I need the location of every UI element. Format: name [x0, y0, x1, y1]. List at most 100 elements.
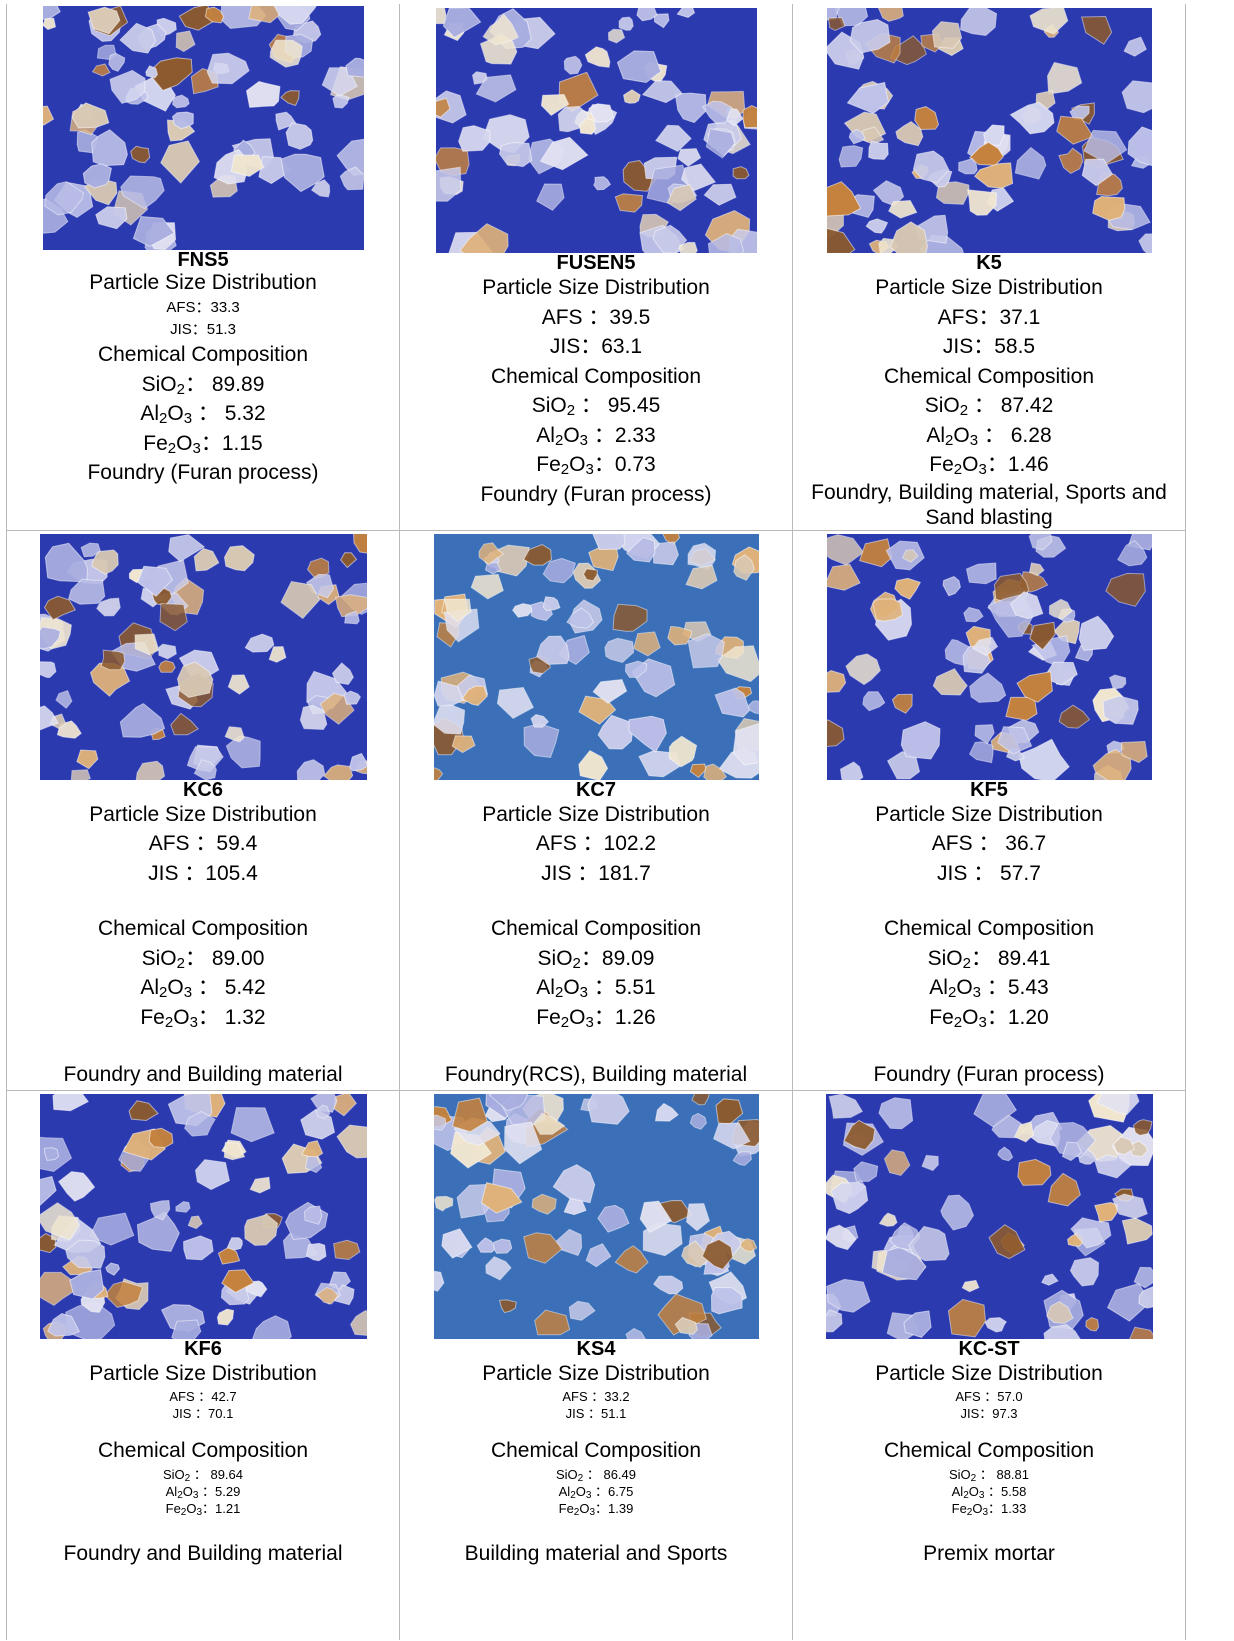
fe2o3-line: Fe2O3：1.20 [929, 1005, 1049, 1031]
product-cell-kf6: KF6 Particle Size Distribution AFS ：42.7… [6, 1089, 400, 1640]
use-text: Building material and Sports [464, 1541, 728, 1565]
al2o3-formula: Al2O3 [951, 1483, 985, 1501]
product-cell-kc7: KC7 Particle Size Distribution AFS ：102.… [399, 529, 793, 1091]
spacer [7, 1032, 399, 1060]
jis-value: JIS ：70.1 [172, 1406, 234, 1421]
use-text: Foundry and Building material [63, 1063, 343, 1086]
sio2-line: SiO2： 89.89 [141, 372, 265, 398]
use-text: Foundry(RCS), Building material [444, 1063, 748, 1086]
fe2o3-line: Fe2O3：1.21 [165, 1500, 241, 1518]
sio2-line: SiO2：89.09 [537, 946, 655, 972]
sio2-line: SiO2 ： 88.81 [949, 1466, 1029, 1484]
al2o3-formula: Al2O3 [140, 976, 193, 1001]
sio2-formula: SiO2 [949, 1466, 977, 1484]
al2o3-line: Al2O3 ：5.43 [929, 976, 1049, 1001]
afs-value: AFS ：42.7 [169, 1389, 237, 1404]
product-cell-kf5: KF5 Particle Size Distribution AFS ： 36.… [792, 529, 1186, 1091]
product-cell-fns5: FNS5 Particle Size Distribution AFS：33.3… [6, 4, 400, 531]
spacer [793, 888, 1185, 914]
psd-heading: Particle Size Distribution [482, 802, 710, 826]
al2o3-formula: Al2O3 [165, 1483, 199, 1501]
sio2-formula: SiO2 [537, 946, 581, 972]
spacer [400, 1032, 792, 1060]
al2o3-formula: Al2O3 [536, 976, 588, 1001]
sand-photo-kf6 [39, 1093, 367, 1339]
afs-value: AFS ：33.2 [562, 1389, 630, 1404]
fe2o3-formula: Fe2O3 [929, 453, 987, 478]
fe2o3-formula: Fe2O3 [558, 1500, 596, 1518]
spacer [400, 1422, 792, 1436]
chem-heading: Chemical Composition [97, 343, 309, 366]
chem-heading: Chemical Composition [490, 917, 702, 940]
al2o3-line: Al2O3 ：2.33 [536, 423, 656, 449]
product-name: KC-ST [958, 1337, 1020, 1360]
afs-value: AFS ： 36.7 [931, 832, 1047, 855]
spacer [400, 888, 792, 914]
chem-heading: Chemical Composition [490, 364, 702, 388]
use-text: Foundry (Furan process) [480, 482, 712, 506]
product-name: KF5 [970, 778, 1008, 801]
fe2o3-line: Fe2O3：1.33 [951, 1500, 1027, 1518]
jis-value: JIS ：51.1 [565, 1406, 627, 1421]
sio2-line: SiO2 ： 95.45 [531, 394, 661, 419]
product-name: KS4 [576, 1337, 616, 1360]
al2o3-line: Al2O3 ：5.29 [165, 1483, 241, 1501]
al2o3-formula: Al2O3 [929, 976, 981, 1001]
fe2o3-line: Fe2O3： 1.32 [140, 1005, 266, 1031]
jis-value: JIS：51.3 [170, 321, 236, 338]
product-name: FUSEN5 [556, 252, 636, 274]
use-text: Foundry (Furan process) [87, 461, 319, 484]
fe2o3-line: Fe2O3：1.15 [143, 431, 263, 457]
chem-heading: Chemical Composition [883, 1439, 1095, 1462]
spacer [793, 1517, 1185, 1539]
psd-heading: Particle Size Distribution [89, 1361, 317, 1385]
spacer [793, 1422, 1185, 1436]
sio2-formula: SiO2 [531, 394, 576, 419]
afs-value: AFS ：59.4 [148, 832, 258, 855]
al2o3-line: Al2O3 ：5.51 [536, 976, 656, 1001]
product-name: KF6 [184, 1337, 222, 1360]
product-cell-kc6: KC6 Particle Size Distribution AFS ：59.4… [6, 529, 400, 1091]
psd-heading: Particle Size Distribution [875, 1361, 1103, 1385]
psd-heading: Particle Size Distribution [89, 271, 317, 294]
sand-photo-ks4 [433, 1093, 759, 1339]
sand-photo-kc-st [825, 1093, 1153, 1339]
product-name: K5 [976, 252, 1002, 274]
sand-photo-k5 [826, 8, 1152, 253]
jis-value: JIS ： 57.7 [937, 861, 1041, 885]
fe2o3-line: Fe2O3：1.39 [558, 1500, 634, 1518]
spacer [400, 1517, 792, 1539]
sio2-formula: SiO2 [141, 946, 185, 972]
spacer [793, 1032, 1185, 1060]
psd-heading: Particle Size Distribution [875, 802, 1103, 826]
afs-value: AFS：33.3 [166, 299, 240, 316]
al2o3-line: Al2O3 ：6.75 [558, 1483, 634, 1501]
al2o3-formula: Al2O3 [926, 423, 979, 449]
fe2o3-line: Fe2O3：1.26 [536, 1005, 656, 1031]
fe2o3-formula: Fe2O3 [951, 1500, 989, 1518]
chem-heading: Chemical Composition [97, 917, 309, 940]
product-cell-kc-st: KC-ST Particle Size Distribution AFS ：57… [792, 1089, 1186, 1640]
spacer [7, 1422, 399, 1436]
sio2-line: SiO2： 89.00 [141, 946, 265, 972]
sand-photo-fusen5 [435, 8, 757, 253]
jis-value: JIS：97.3 [960, 1406, 1018, 1421]
spacer [7, 1517, 399, 1539]
afs-value: AFS ：57.0 [955, 1389, 1023, 1404]
psd-heading: Particle Size Distribution [482, 1361, 710, 1385]
product-name: FNS5 [177, 249, 229, 271]
al2o3-line: Al2O3 ： 5.32 [140, 402, 266, 427]
jis-value: JIS：58.5 [942, 335, 1036, 358]
psd-heading: Particle Size Distribution [875, 276, 1103, 299]
product-cell-k5: K5 Particle Size Distribution AFS：37.1 J… [792, 4, 1186, 531]
spacer [7, 888, 399, 914]
product-grid: FNS5 Particle Size Distribution AFS：33.3… [6, 4, 1186, 1640]
al2o3-line: Al2O3 ： 6.28 [926, 423, 1052, 449]
sio2-formula: SiO2 [924, 394, 969, 419]
sand-photo-kc6 [39, 533, 367, 780]
fe2o3-line: Fe2O3：0.73 [536, 453, 656, 478]
jis-value: JIS ：181.7 [541, 861, 651, 885]
chem-heading: Chemical Composition [490, 1439, 702, 1462]
sio2-formula: SiO2 [556, 1466, 584, 1484]
afs-value: AFS：37.1 [937, 305, 1041, 329]
